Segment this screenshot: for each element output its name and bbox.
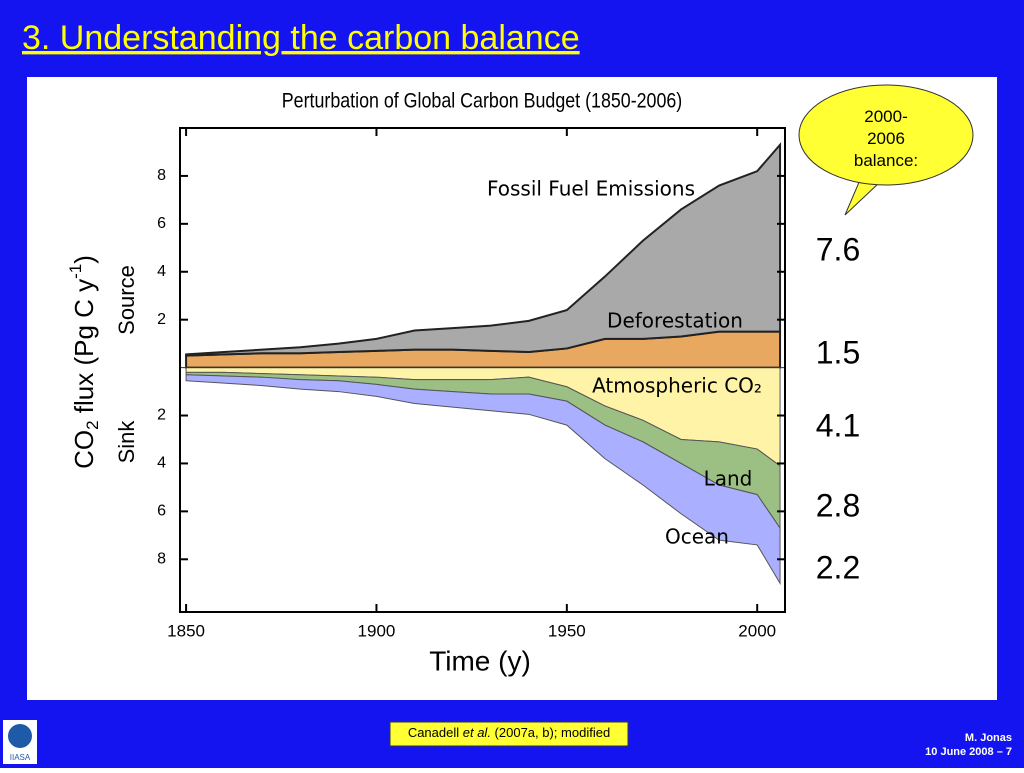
balance-label-line: balance: — [854, 151, 918, 170]
y-tick-label: 2 — [157, 311, 166, 328]
balance-value: 2.2 — [816, 549, 860, 585]
balance-value: 7.6 — [816, 231, 860, 267]
balance-label: 2000- 2006 balance: — [854, 107, 918, 170]
balance-value: 4.1 — [816, 407, 860, 443]
balance-label-line: 2000- — [864, 107, 907, 126]
series-label: Land — [704, 467, 753, 491]
chart-title: Perturbation of Global Carbon Budget (18… — [282, 89, 682, 113]
y-label-part: CO — [69, 430, 99, 469]
sink-label: Sink — [114, 420, 139, 464]
author: M. Jonas — [965, 732, 1012, 744]
series-label: Deforestation — [607, 309, 743, 333]
x-tick-label: 1900 — [358, 621, 396, 640]
source-label: Source — [114, 265, 139, 335]
balance-value: 2.8 — [816, 487, 860, 523]
y-tick-label: 4 — [157, 455, 166, 472]
y-tick-label: 8 — [157, 551, 166, 568]
y-label-part: ) — [69, 255, 99, 264]
x-axis-label: Time (y) — [429, 645, 531, 676]
citation-part: et al. — [463, 725, 491, 740]
series-label: Ocean — [665, 525, 729, 549]
area — [185, 374, 781, 586]
logo-globe — [8, 724, 32, 748]
y-label-sub: 2 — [83, 420, 102, 429]
x-tick-label: 1850 — [167, 621, 205, 640]
y-tick-label: 8 — [157, 167, 166, 184]
y-tick-label: 4 — [157, 263, 166, 280]
y-label-sup: -1 — [66, 264, 85, 279]
series-label: Fossil Fuel Emissions — [487, 177, 695, 201]
x-tick-label: 2000 — [738, 621, 776, 640]
y-label-part: flux (Pg C y — [69, 279, 99, 421]
y-tick-label: 6 — [157, 503, 166, 520]
balance-values: 7.6 1.5 4.1 2.8 2.2 — [816, 231, 860, 585]
x-tick-label: 1950 — [548, 621, 586, 640]
citation-box — [389, 721, 629, 747]
callout — [798, 84, 974, 186]
balance-value: 1.5 — [816, 334, 860, 370]
citation-part: (2007a, b); modified — [491, 725, 610, 740]
date-page: 10 June 2008 – 7 — [925, 746, 1012, 758]
y-tick-label: 6 — [157, 215, 166, 232]
balance-label-line: 2006 — [867, 129, 905, 148]
y-axis-label: CO2 flux (Pg C y-1) — [66, 255, 102, 469]
citation-part: Canadell — [408, 725, 463, 740]
area — [185, 142, 782, 357]
logo-text: IIASA — [10, 753, 31, 762]
series-label: Atmospheric CO₂ — [592, 374, 762, 398]
y-tick-label: 2 — [157, 407, 166, 424]
citation: Canadell et al. (2007a, b); modified — [408, 725, 610, 740]
plot-frame — [179, 127, 786, 613]
slide-title: 3. Understanding the carbon balance — [22, 19, 580, 57]
plot: 8 6 4 2 2 4 6 8 1850 1900 1950 2000 Deforestation Fos… — [157, 127, 786, 640]
